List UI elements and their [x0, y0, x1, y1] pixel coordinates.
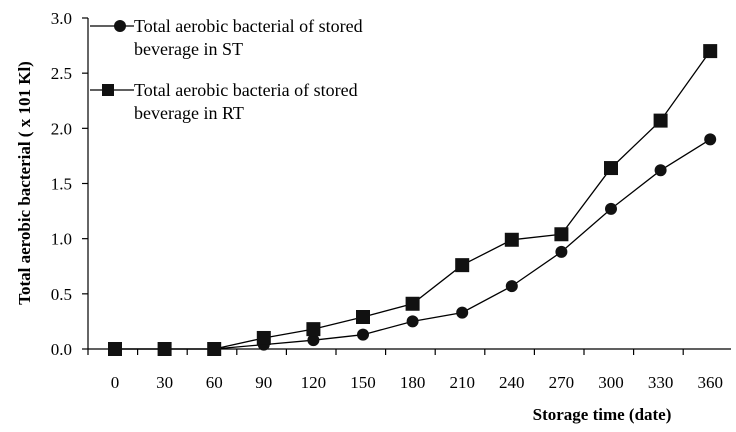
data-point-square	[455, 258, 470, 273]
legend-marker-circle-icon	[114, 20, 126, 32]
x-tick-label: 0	[111, 373, 120, 392]
plot-area: 0.0 0.5 1.0 1.5 2.0 2.5 3.0 0 30 60 90 120 150 180 21…	[51, 9, 731, 392]
legend-label-st-line-2: beverage in ST	[134, 39, 243, 59]
y-tick-label: 1.5	[51, 175, 72, 194]
y-tick-label: 1.0	[51, 230, 72, 249]
legend-label-rt-line-1: Total aerobic bacteria of stored	[134, 80, 358, 100]
x-tick-label: 330	[648, 373, 674, 392]
data-point-square	[306, 322, 321, 337]
x-tick-label: 300	[598, 373, 624, 392]
series-layer	[108, 44, 718, 356]
data-point-circle	[605, 202, 617, 215]
data-point-circle	[555, 245, 568, 258]
data-point-square	[157, 342, 172, 356]
legend-entry-rt: Total aerobic bacteria of stored beverag…	[90, 80, 358, 123]
data-point-circle	[456, 306, 469, 319]
x-tick-label: 60	[206, 373, 223, 392]
x-axis-title: Storage time (date)	[533, 405, 672, 424]
x-tick-label: 360	[697, 373, 723, 392]
y-tick-label: 2.5	[51, 64, 72, 83]
data-point-square	[207, 342, 222, 356]
legend-label-st-line-1: Total aerobic bacterial of stored	[134, 16, 363, 36]
y-tick-label: 0.0	[51, 340, 72, 359]
legend-entry-st: Total aerobic bacterial of stored bevera…	[90, 16, 363, 59]
x-tick-label: 120	[301, 373, 327, 392]
data-point-circle	[307, 334, 320, 347]
legend: Total aerobic bacterial of stored bevera…	[90, 16, 363, 123]
legend-marker-square-icon	[102, 84, 114, 96]
x-tick-label: 270	[549, 373, 575, 392]
data-point-square	[256, 330, 271, 345]
x-tick-label: 90	[255, 373, 272, 392]
x-axis-ticks: 0 30 60 90 120 150 180 210 240 270 300 330 360	[87, 349, 723, 392]
data-point-square	[108, 342, 122, 356]
data-point-circle	[406, 315, 419, 328]
data-point-square	[504, 232, 519, 247]
x-tick-label: 240	[499, 373, 525, 392]
y-tick-label: 2.0	[51, 119, 72, 138]
x-tick-label: 150	[350, 373, 376, 392]
x-tick-label: 180	[400, 373, 426, 392]
data-point-circle	[654, 164, 667, 177]
data-point-square	[653, 113, 668, 128]
data-point-circle	[357, 328, 369, 341]
data-point-square	[554, 227, 569, 242]
data-point-circle	[704, 133, 717, 146]
y-tick-label: 3.0	[51, 9, 72, 28]
y-axis-title: Total aerobic bacterial ( x 101 Kl)	[15, 61, 34, 305]
x-tick-label: 210	[449, 373, 475, 392]
x-tick-label: 30	[156, 373, 173, 392]
data-point-square	[356, 310, 370, 325]
data-point-circle	[505, 280, 518, 293]
data-point-square	[703, 44, 718, 59]
data-point-square	[405, 296, 420, 311]
data-point-square	[604, 161, 618, 176]
y-tick-label: 0.5	[51, 285, 72, 304]
y-axis-ticks: 0.0 0.5 1.0 1.5 2.0 2.5 3.0	[51, 9, 88, 359]
legend-label-rt-line-2: beverage in RT	[134, 103, 244, 123]
